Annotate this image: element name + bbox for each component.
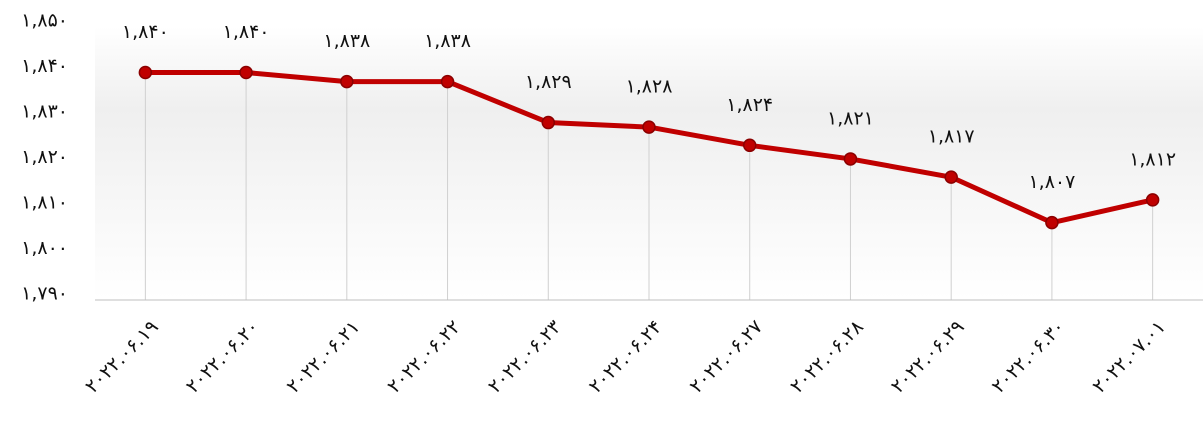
- x-tick-label: ۲۰۲۲.۰۶.۱۹: [81, 316, 163, 398]
- data-label: ۱,۸۲۹: [525, 71, 572, 93]
- marker: [239, 65, 253, 80]
- data-label: ۱,۸۱۷: [928, 126, 975, 148]
- data-label: ۱,۸۰۷: [1028, 171, 1075, 193]
- data-label: ۱,۸۲۴: [726, 94, 773, 116]
- marker: [642, 120, 656, 134]
- marker: [1145, 193, 1160, 207]
- marker: [440, 74, 455, 89]
- data-label: ۱,۸۴۰: [223, 21, 270, 43]
- marker: [843, 152, 858, 166]
- data-label: ۱,۸۳۸: [424, 30, 471, 52]
- x-tick-label: ۲۰۲۲.۰۶.۲۸: [786, 316, 868, 398]
- x-tick-label: ۲۰۲۲.۰۶.۲۷: [685, 316, 767, 398]
- x-tick-label: ۲۰۲۲.۰۶.۲۰: [182, 316, 264, 398]
- x-tick-label: ۲۰۲۲.۰۶.۲۱: [282, 316, 364, 398]
- marker: [340, 74, 354, 89]
- marker: [541, 115, 556, 130]
- x-tick-label: ۲۰۲۲.۰۶.۲۳: [484, 316, 566, 398]
- marker: [138, 65, 153, 80]
- y-tick-label: ۱,۸۳۰: [21, 101, 68, 123]
- data-label: ۱,۸۴۰: [122, 21, 169, 43]
- x-tick-label: ۲۰۲۲.۰۶.۲۲: [383, 316, 465, 398]
- x-tick-label: ۲۰۲۲.۰۷.۰۱: [1088, 316, 1170, 398]
- marker: [944, 170, 958, 184]
- data-label: ۱,۸۲۱: [827, 107, 874, 129]
- x-tick-label: ۲۰۲۲.۰۶.۲۴: [585, 316, 667, 398]
- y-tick-label: ۱,۸۱۰: [21, 192, 68, 214]
- data-label: ۱,۸۳۸: [323, 30, 370, 52]
- data-label: ۱,۸۱۲: [1129, 148, 1176, 170]
- y-tick-label: ۱,۸۴۰: [21, 55, 68, 77]
- data-label: ۱,۸۲۸: [626, 76, 673, 98]
- y-tick-label: ۱,۸۲۰: [21, 146, 68, 168]
- y-tick-label: ۱,۸۰۰: [21, 237, 68, 259]
- marker: [1045, 215, 1059, 230]
- x-tick-label: ۲۰۲۲.۰۶.۲۹: [887, 316, 969, 398]
- x-tick-label: ۲۰۲۲.۰۶.۳۰: [987, 316, 1069, 398]
- y-tick-label: ۱,۷۹۰: [21, 283, 68, 305]
- y-tick-label: ۱,۸۵۰: [21, 10, 68, 32]
- marker: [742, 138, 757, 153]
